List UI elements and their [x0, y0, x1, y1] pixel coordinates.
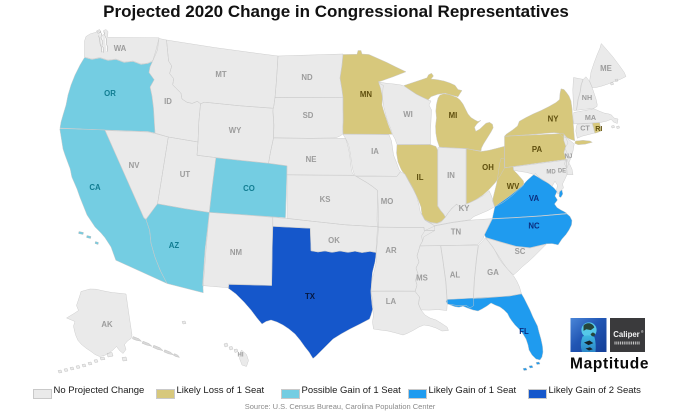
svg-text:IA: IA [371, 147, 379, 156]
svg-text:KS: KS [320, 195, 331, 204]
svg-text:OK: OK [328, 236, 340, 245]
svg-text:MS: MS [416, 274, 428, 283]
svg-text:NM: NM [230, 248, 242, 257]
svg-text:WY: WY [229, 126, 242, 135]
svg-text:PA: PA [532, 145, 543, 154]
svg-text:NH: NH [582, 93, 592, 102]
svg-text:RI: RI [595, 124, 602, 133]
svg-text:CO: CO [243, 184, 255, 193]
svg-text:Caliper: Caliper [613, 330, 639, 339]
svg-text:AK: AK [101, 320, 113, 329]
svg-text:MI: MI [449, 111, 458, 120]
svg-text:ME: ME [600, 64, 612, 73]
svg-text:NV: NV [129, 161, 141, 170]
svg-text:AZ: AZ [169, 241, 180, 250]
svg-text:FL: FL [519, 327, 529, 336]
svg-text:OH: OH [482, 163, 494, 172]
svg-text:TX: TX [305, 292, 316, 301]
svg-text:KY: KY [459, 204, 471, 213]
svg-text:VA: VA [529, 194, 540, 203]
svg-text:MT: MT [215, 70, 226, 79]
svg-text:ID: ID [164, 97, 172, 106]
svg-text:SC: SC [515, 247, 526, 256]
svg-text:Maptitude: Maptitude [570, 356, 649, 373]
svg-text:SD: SD [303, 111, 314, 120]
svg-text:NY: NY [548, 115, 560, 124]
svg-text:IL: IL [417, 173, 424, 182]
svg-text:WA: WA [114, 44, 127, 53]
svg-text:AL: AL [450, 271, 461, 280]
svg-text:CA: CA [89, 183, 101, 192]
svg-text:DE: DE [558, 169, 566, 175]
svg-text:NJ: NJ [565, 154, 573, 160]
svg-text:WV: WV [507, 182, 520, 191]
svg-text:LA: LA [386, 297, 397, 306]
svg-text:UT: UT [180, 170, 191, 179]
svg-text:MN: MN [360, 90, 372, 99]
svg-text:®: ® [641, 330, 644, 334]
svg-text:ND: ND [301, 73, 313, 82]
svg-text:HI: HI [238, 353, 244, 359]
svg-text:AR: AR [385, 246, 397, 255]
svg-text:MD: MD [546, 170, 556, 176]
svg-text:OR: OR [104, 89, 116, 98]
svg-text:MA: MA [585, 113, 596, 122]
svg-text:IN: IN [447, 171, 455, 180]
svg-text:GA: GA [487, 268, 499, 277]
svg-text:NE: NE [306, 155, 317, 164]
svg-text:TN: TN [451, 228, 462, 237]
svg-text:NC: NC [528, 222, 540, 231]
svg-text:CT: CT [580, 123, 590, 132]
svg-text:WI: WI [403, 110, 413, 119]
svg-text:MO: MO [381, 197, 394, 206]
